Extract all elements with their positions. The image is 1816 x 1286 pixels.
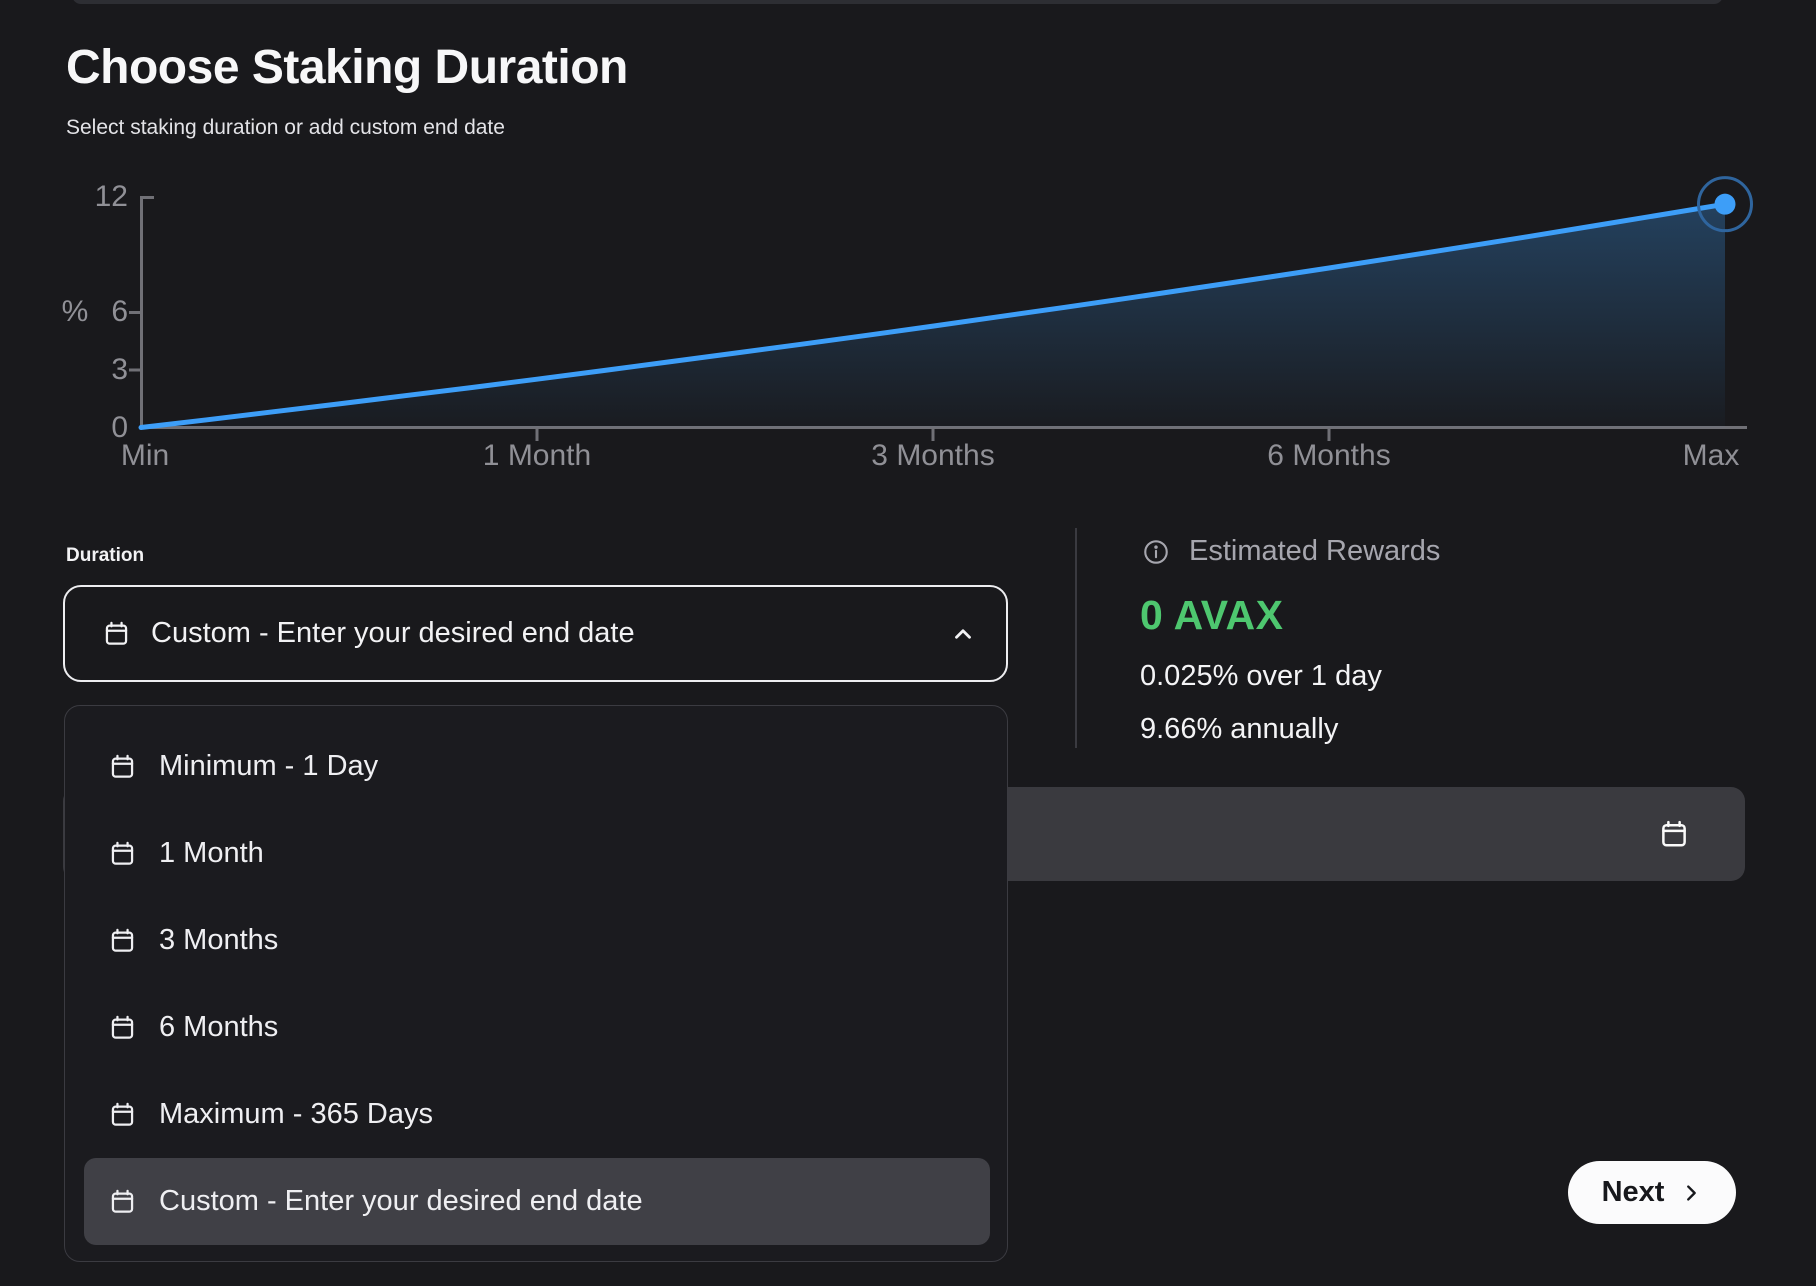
- curve-endpoint-handle[interactable]: [1714, 193, 1736, 215]
- rewards-annual-rate: 9.66% annually: [1140, 713, 1339, 745]
- page-subtitle: Select staking duration or add custom en…: [66, 116, 505, 139]
- column-divider: [1075, 528, 1077, 748]
- chevron-up-icon: [955, 628, 971, 639]
- calendar-icon: [111, 928, 134, 952]
- rewards-period-rate: 0.025% over 1 day: [1140, 660, 1382, 692]
- rewards-header-row: Estimated Rewards: [1142, 535, 1440, 568]
- curve-endpoint-ring: [1697, 176, 1753, 233]
- menu-item-2[interactable]: 3 Months: [65, 897, 1007, 984]
- menu-item-3[interactable]: 6 Months: [65, 984, 1007, 1071]
- rewards-amount: 0 AVAX: [1140, 592, 1284, 638]
- duration-dropdown-menu: Minimum - 1 Day 1 Month 3 Months 6 Months Ma…: [64, 705, 1008, 1262]
- calendar-icon[interactable]: [1659, 819, 1689, 849]
- info-icon[interactable]: [1142, 538, 1170, 566]
- previous-card-edge: [72, 0, 1723, 4]
- menu-item-label: Minimum - 1 Day: [159, 750, 379, 782]
- menu-item-1[interactable]: 1 Month: [65, 810, 1007, 897]
- page-title: Choose Staking Duration: [66, 41, 628, 94]
- next-button[interactable]: Next: [1568, 1161, 1736, 1224]
- chevron-right-icon: [1687, 1184, 1697, 1201]
- menu-item-4[interactable]: Maximum - 365 Days: [65, 1071, 1007, 1158]
- menu-item-label: 6 Months: [159, 1011, 279, 1043]
- calendar-icon: [111, 1015, 134, 1039]
- duration-dropdown-trigger[interactable]: Custom - Enter your desired end date: [63, 585, 1008, 682]
- calendar-icon: [111, 1189, 134, 1213]
- menu-item-5[interactable]: Custom - Enter your desired end date: [84, 1158, 990, 1245]
- calendar-icon: [111, 754, 134, 778]
- calendar-icon: [105, 621, 128, 645]
- menu-item-label: Maximum - 365 Days: [159, 1098, 433, 1130]
- calendar-icon: [111, 1102, 134, 1126]
- duration-selected-value: Custom - Enter your desired end date: [151, 617, 635, 649]
- rewards-header: Estimated Rewards: [1189, 535, 1441, 567]
- duration-field-label: Duration: [66, 545, 145, 566]
- calendar-icon: [111, 841, 134, 865]
- menu-item-0[interactable]: Minimum - 1 Day: [65, 723, 1007, 810]
- menu-item-label: 3 Months: [159, 924, 279, 956]
- next-button-label: Next: [1601, 1176, 1665, 1208]
- menu-item-label: Custom - Enter your desired end date: [159, 1185, 643, 1217]
- menu-item-label: 1 Month: [159, 837, 264, 869]
- reward-curve-area: [141, 204, 1725, 428]
- reward-curve-line: [138, 201, 1728, 430]
